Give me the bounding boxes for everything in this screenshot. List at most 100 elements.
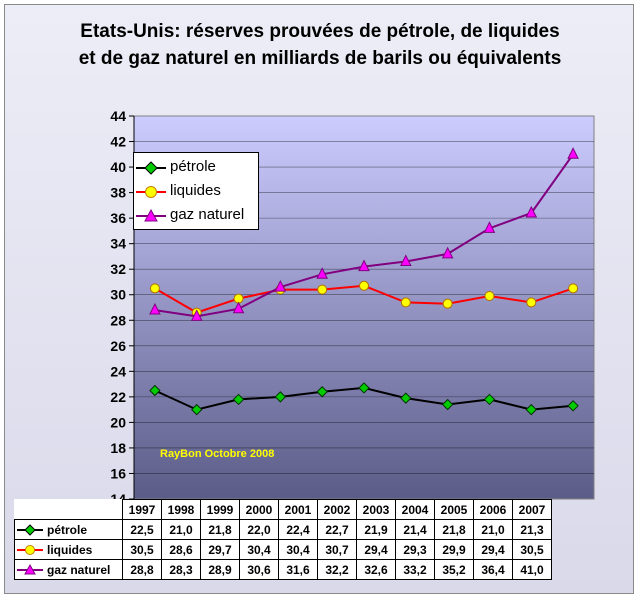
table-cell: 22,7	[317, 519, 357, 540]
table-corner	[14, 499, 123, 520]
data-point	[316, 267, 328, 279]
table-cell: 35,2	[434, 559, 474, 580]
table-row-header-petrole: pétrole	[14, 519, 123, 540]
table-cell: 21,0	[161, 519, 201, 540]
table-cell: 29,4	[473, 539, 513, 560]
data-point	[525, 403, 537, 416]
year-cell: 2007	[512, 499, 552, 520]
table-cell: 32,6	[356, 559, 396, 580]
legend: pétrole liquides gaz naturel	[133, 152, 259, 230]
legend-item-gaz-naturel: gaz naturel	[134, 204, 258, 228]
data-point	[316, 386, 328, 398]
table-marker-petrole-icon	[17, 524, 43, 536]
table-row-petrole: pétrole 22,5 21,0 21,8 22,0 22,4 22,7 21…	[14, 519, 552, 540]
data-point	[149, 384, 161, 397]
table-cell: 28,9	[200, 559, 240, 580]
table-row-gaz-naturel: gaz naturel 28,8 28,3 28,9 30,6 31,6 32,…	[14, 559, 552, 580]
table-cell: 32,2	[317, 559, 357, 580]
data-point	[359, 280, 369, 291]
data-point	[190, 309, 203, 321]
table-label-liquides: liquides	[47, 542, 93, 557]
table-cell: 28,3	[161, 559, 201, 580]
table-cell: 28,8	[122, 559, 162, 580]
table-row-liquides: liquides 30,5 28,6 29,7 30,4 30,4 30,7 2…	[14, 539, 552, 560]
data-point	[149, 283, 160, 294]
year-cell: 2002	[317, 499, 357, 520]
data-point	[191, 403, 203, 416]
table-cell: 22,4	[278, 519, 318, 540]
table-cell: 31,6	[278, 559, 318, 580]
table-marker-liquides-icon	[17, 545, 43, 555]
year-cell: 2006	[473, 499, 513, 520]
credit-label: RayBon Octobre 2008	[160, 448, 275, 460]
table-cell: 21,4	[395, 519, 435, 540]
table-cell: 30,5	[512, 539, 552, 560]
data-point	[441, 246, 454, 259]
data-point	[358, 259, 370, 272]
table-cell: 29,3	[395, 539, 435, 560]
table-cell: 30,4	[239, 539, 279, 560]
legend-marker-gaz-icon	[136, 208, 166, 222]
table-label-petrole: pétrole	[47, 522, 88, 537]
data-point	[441, 398, 454, 411]
y-tick-label: 36	[110, 210, 126, 226]
year-cell: 2001	[278, 499, 318, 520]
table-row-header-gaz-naturel: gaz naturel	[14, 559, 123, 580]
data-point	[483, 221, 496, 233]
table-marker-gaz-icon	[17, 563, 43, 575]
y-tick-label: 40	[110, 159, 126, 175]
y-tick-label: 22	[110, 389, 126, 405]
table-cell: 29,4	[356, 539, 396, 560]
y-tick-label: 28	[110, 312, 126, 328]
data-point	[274, 279, 287, 292]
table-cell: 21,3	[512, 519, 552, 540]
y-tick-label: 44	[110, 108, 126, 124]
chart-title-line-2: et de gaz naturel en milliards de barils…	[78, 48, 562, 69]
y-tick-label: 20	[110, 414, 126, 430]
data-point	[483, 393, 496, 406]
legend-label-gaz-naturel: gaz naturel	[170, 206, 245, 223]
table-cell: 21,8	[200, 519, 240, 540]
y-axis: 14161820222426283032343638404244	[110, 108, 135, 507]
data-point	[567, 147, 579, 159]
data-point	[525, 205, 538, 218]
data-table: 1997 1998 1999 2000 2001 2002 2003 2004 …	[14, 499, 552, 580]
data-point	[567, 400, 579, 412]
data-point	[274, 391, 287, 403]
year-cell: 1999	[200, 499, 240, 520]
y-tick-label: 30	[110, 287, 126, 303]
data-table-header: 1997 1998 1999 2000 2001 2002 2003 2004 …	[14, 499, 552, 520]
table-cell: 41,0	[512, 559, 552, 580]
data-point	[400, 392, 412, 404]
table-cell: 30,4	[278, 539, 318, 560]
chart-title: Etats-Unis: réserves prouvées de pétrole…	[0, 18, 640, 72]
data-point	[400, 254, 412, 267]
table-label-gaz-naturel: gaz naturel	[47, 562, 111, 577]
data-point	[526, 297, 537, 308]
table-cell: 33,2	[395, 559, 435, 580]
data-point	[149, 302, 161, 315]
y-tick-label: 34	[110, 236, 126, 252]
y-tick-label: 18	[110, 440, 126, 456]
data-point	[232, 393, 245, 406]
chart-title-line-1: Etats-Unis: réserves prouvées de pétrole…	[80, 21, 560, 42]
table-cell: 21,0	[473, 519, 513, 540]
year-cell: 2003	[356, 499, 396, 520]
table-cell: 30,5	[122, 539, 162, 560]
y-tick-label: 42	[110, 134, 126, 150]
legend-item-liquides: liquides	[134, 180, 258, 204]
y-tick-label: 16	[110, 465, 126, 481]
data-point	[317, 284, 328, 295]
y-tick-label: 38	[110, 185, 126, 201]
table-cell: 36,4	[473, 559, 513, 580]
y-tick-label: 26	[110, 338, 126, 354]
year-cell: 1998	[161, 499, 201, 520]
table-cell: 21,9	[356, 519, 396, 540]
year-cell: 2005	[434, 499, 474, 520]
year-cell: 2004	[395, 499, 435, 520]
table-cell: 29,7	[200, 539, 240, 560]
year-cell: 2000	[239, 499, 279, 520]
legend-label-liquides: liquides	[170, 182, 221, 199]
legend-marker-liquides-icon	[136, 186, 166, 198]
table-cell: 29,9	[434, 539, 474, 560]
